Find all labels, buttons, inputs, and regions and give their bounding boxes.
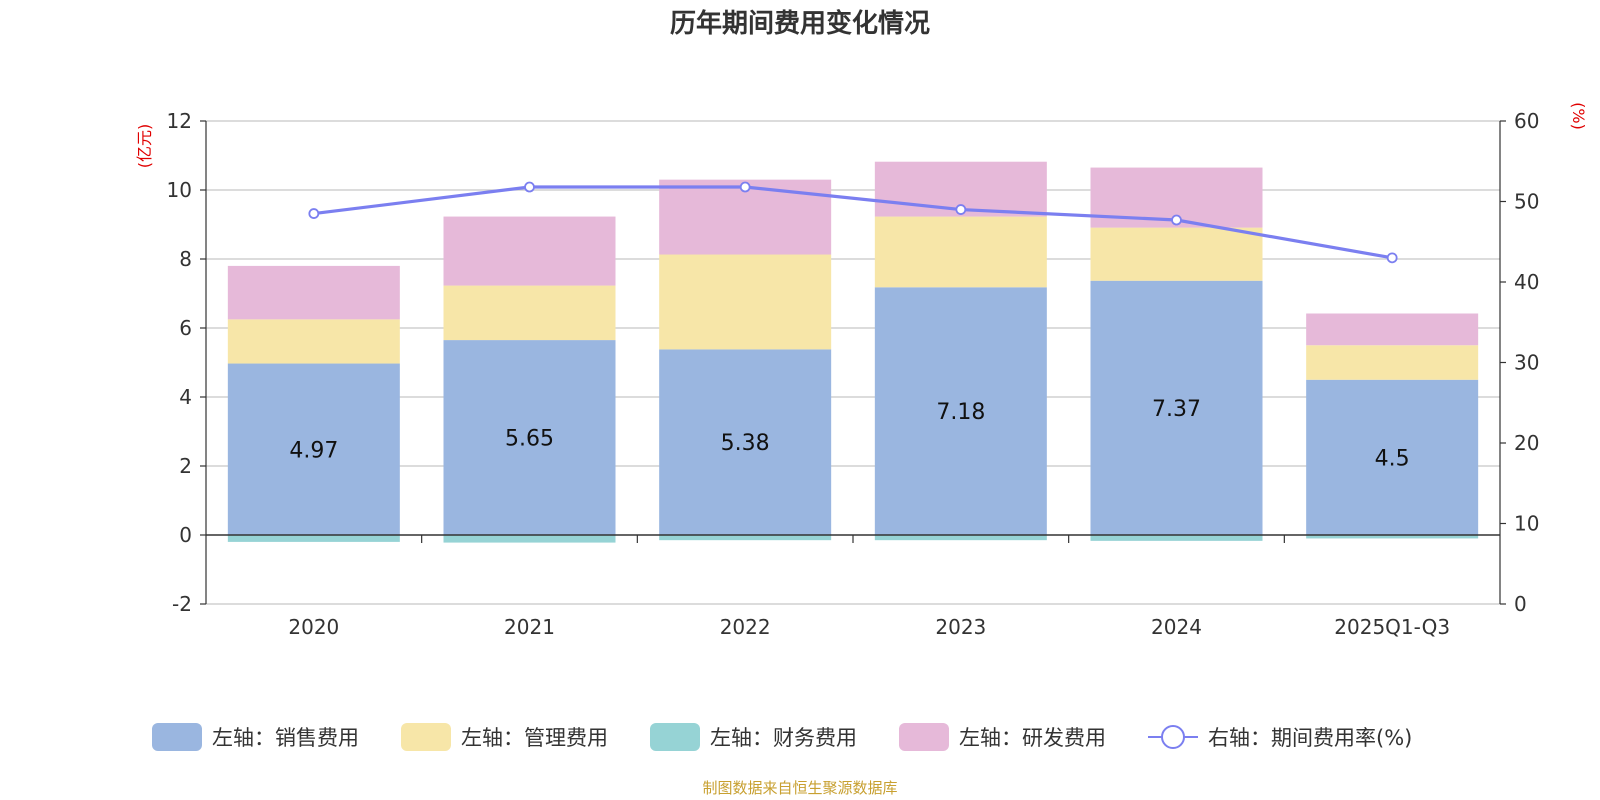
left-tick-label: 4 xyxy=(179,385,192,409)
gridlines xyxy=(206,120,1500,605)
bar-segment xyxy=(659,535,832,541)
legend-label: 左轴：财务费用 xyxy=(710,726,857,750)
right-tick-label: 0 xyxy=(1514,592,1527,616)
bar-segment xyxy=(443,216,616,286)
bar-segment xyxy=(874,535,1047,541)
right-tick-label: 30 xyxy=(1514,351,1539,375)
bar-segment xyxy=(1306,379,1479,535)
bar-data-label: 7.37 xyxy=(1152,397,1201,422)
bar-segment xyxy=(1090,535,1263,541)
bar-series xyxy=(227,161,1479,543)
left-tick-label: -2 xyxy=(172,592,192,616)
legend-item[interactable]: 左轴：销售费用 xyxy=(152,723,359,751)
legend-label: 左轴：研发费用 xyxy=(959,726,1106,750)
bar-data-label: 7.18 xyxy=(936,400,985,425)
bar-segment xyxy=(443,285,616,341)
bar-segment xyxy=(1306,535,1479,539)
bar-segment xyxy=(1090,280,1263,535)
left-tick-label: 8 xyxy=(179,247,192,271)
bar-segment xyxy=(659,254,832,350)
x-tick-label: 2020 xyxy=(288,615,339,639)
left-tick-label: 2 xyxy=(179,454,192,478)
line-point xyxy=(1171,214,1182,226)
line-series xyxy=(308,181,1398,264)
line-point xyxy=(955,204,967,215)
left-tick-label: 10 xyxy=(167,178,192,202)
bar-segment xyxy=(443,535,616,543)
x-tick-label: 2023 xyxy=(935,615,986,639)
legend-item[interactable]: 左轴：财务费用 xyxy=(650,723,857,751)
legend-swatch xyxy=(152,723,202,751)
bar-segment xyxy=(227,265,400,320)
bar-segment xyxy=(1090,227,1263,281)
left-tick-label: 0 xyxy=(179,523,192,547)
legend-item[interactable]: 左轴：管理费用 xyxy=(401,723,608,751)
legend-marker xyxy=(1161,725,1185,749)
right-tick-label: 20 xyxy=(1514,431,1539,455)
legend: 左轴：销售费用 左轴：管理费用 左轴：财务费用 左轴：研发费用 右轴：期间费用率(%) xyxy=(152,723,1412,751)
data-labels: 4.97 5.65 5.38 7.18 7.37 4.5 xyxy=(289,397,1409,472)
bar-segment xyxy=(1306,313,1479,346)
line-point xyxy=(524,181,535,193)
legend-label: 左轴：管理费用 xyxy=(461,726,608,750)
legend-item[interactable]: 右轴：期间费用率(%) xyxy=(1148,725,1412,750)
bar-segment xyxy=(874,287,1047,535)
left-axis-unit: (亿元) xyxy=(135,124,154,169)
line-point xyxy=(739,181,751,193)
bar-segment xyxy=(227,363,400,535)
legend-label: 右轴：期间费用率(%) xyxy=(1208,726,1412,750)
chart-title: 历年期间费用变化情况 xyxy=(670,8,930,39)
x-tick-label: 2024 xyxy=(1151,615,1202,639)
x-tick-label: 2022 xyxy=(720,615,771,639)
right-tick-label: 50 xyxy=(1514,190,1539,214)
legend-swatch xyxy=(401,723,451,751)
bar-segment xyxy=(227,319,400,364)
source-note: 制图数据来自恒生聚源数据库 xyxy=(702,779,897,797)
bar-segment xyxy=(227,535,400,542)
expense-rate-line xyxy=(313,185,1393,260)
line-point xyxy=(308,208,320,219)
right-tick-label: 10 xyxy=(1514,512,1539,536)
bar-data-label: 4.97 xyxy=(289,438,338,463)
bar-data-label: 4.5 xyxy=(1375,446,1410,471)
right-axis-unit: (%) xyxy=(1569,102,1588,130)
left-tick-label: 6 xyxy=(179,316,192,340)
left-tick-label: 12 xyxy=(167,109,192,133)
x-tick-label: 2021 xyxy=(504,615,555,639)
legend-label: 左轴：销售费用 xyxy=(212,726,359,750)
bar-segment xyxy=(443,340,616,535)
bar-segment xyxy=(1306,345,1479,380)
legend-swatch xyxy=(899,723,949,751)
right-tick-label: 60 xyxy=(1514,109,1539,133)
legend-swatch xyxy=(650,723,700,751)
bar-segment xyxy=(874,216,1047,288)
bar-data-label: 5.38 xyxy=(721,431,770,456)
bar-segment xyxy=(659,349,832,535)
line-point xyxy=(1386,252,1398,264)
bar-data-label: 5.65 xyxy=(505,427,554,452)
axes: -2 0 2 4 6 8 10 12 0 10 20 30 40 50 60 2020 2021 2022 2023… xyxy=(167,109,1540,639)
x-tick-label: 2025Q1-Q3 xyxy=(1334,615,1450,639)
legend-item[interactable]: 左轴：研发费用 xyxy=(899,723,1106,751)
right-tick-label: 40 xyxy=(1514,270,1539,294)
